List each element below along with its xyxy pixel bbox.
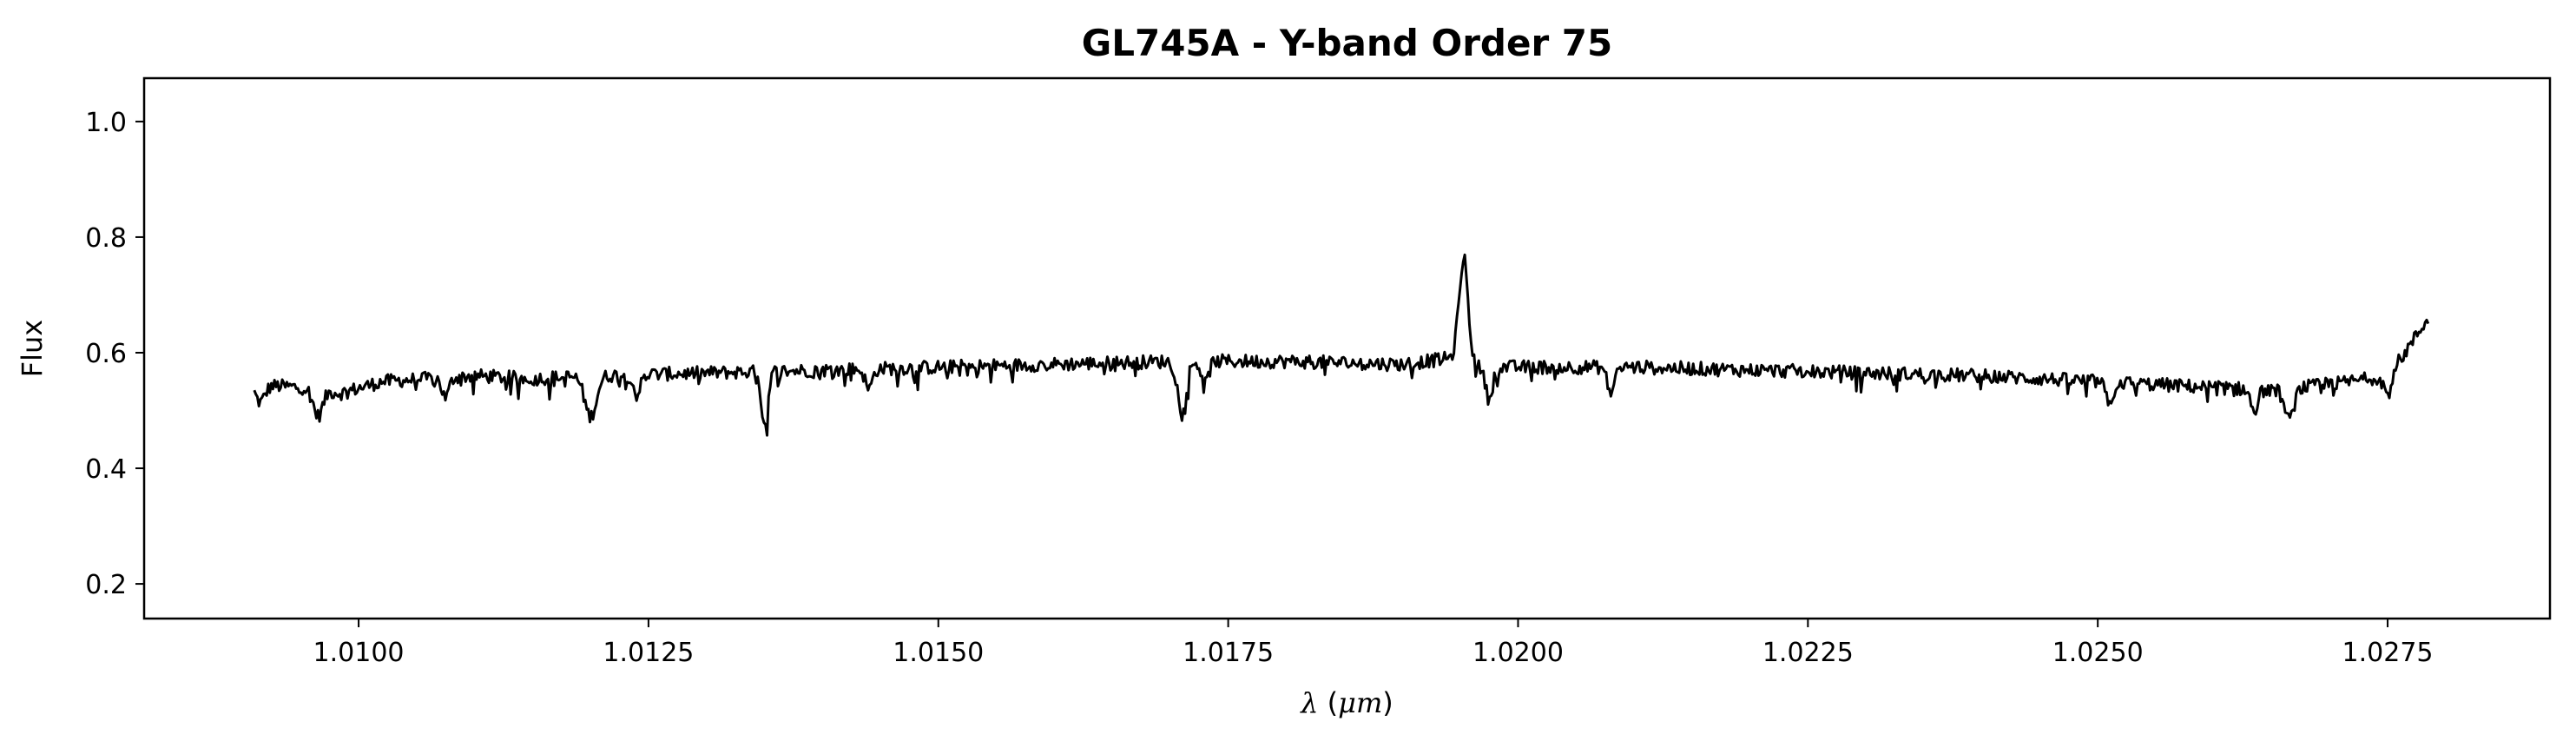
x-axis: 1.0100 1.0125 1.0150 1.0175 1.0200 1.0225 1.02… [313,619,2434,668]
x-axis-label-part: μm [1338,686,1382,719]
y-tick-label: 0.4 [85,454,127,485]
x-tick-label: 1.0150 [893,638,984,668]
chart-title: GL745A - Y-band Order 75 [1082,22,1613,64]
x-axis-label-part: ( [1319,686,1339,719]
x-axis-label: λ (μm) [1299,686,1393,719]
y-tick-label: 1.0 [85,108,127,138]
x-tick-label: 1.0225 [1762,638,1854,668]
x-tick-label: 1.0100 [313,638,405,668]
y-axis-label: Flux [16,320,49,378]
y-axis: 0.2 0.4 0.6 0.8 1.0 [85,108,144,600]
x-axis-label-part: λ [1299,686,1318,719]
y-tick-label: 0.2 [85,570,127,600]
x-tick-label: 1.0275 [2342,638,2434,668]
plot-frame [142,76,2552,620]
x-tick-label: 1.0200 [1472,638,1564,668]
x-tick-label: 1.0175 [1183,638,1274,668]
y-tick-label: 0.8 [85,223,127,254]
series-line-flux [253,253,2430,437]
x-tick-label: 1.0250 [2052,638,2144,668]
x-tick-label: 1.0125 [603,638,694,668]
y-tick-label: 0.6 [85,339,127,369]
x-axis-label-part: ) [1382,686,1393,719]
plot-area [142,76,2552,620]
